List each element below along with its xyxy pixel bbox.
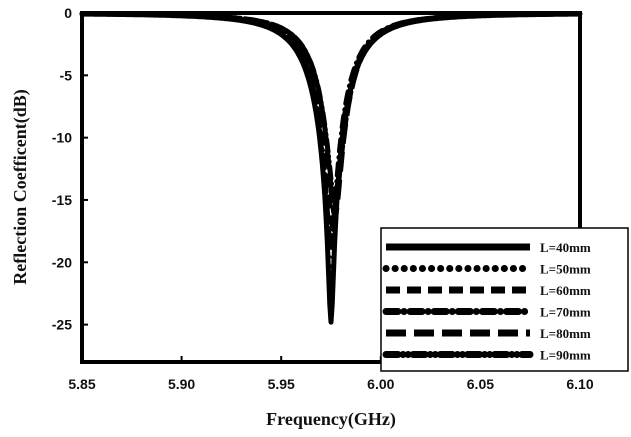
y-tick-label: -25 [52, 317, 72, 333]
x-tick-label: 5.85 [68, 376, 95, 392]
plot-frame [80, 11, 582, 364]
y-tick-label: -15 [52, 192, 72, 208]
y-axis-ticks: 0 -5 -10 -15 -20 -25 [52, 5, 88, 333]
y-tick-label: -5 [60, 67, 73, 83]
x-axis-ticks: 5.85 5.90 5.95 6.00 6.05 6.10 [68, 356, 594, 392]
x-tick-label: 5.90 [168, 376, 195, 392]
legend-label: L=90mm [540, 348, 591, 363]
series-line-4 [79, 11, 583, 253]
x-tick-label: 5.95 [268, 376, 295, 392]
y-axis-title: Reflection Coefficent(dB) [10, 89, 31, 284]
legend-box [380, 227, 629, 372]
x-tick-label: 6.05 [467, 376, 494, 392]
legend: L=40mm L=50mm L=60mm L=70mm L=80mm L=90mm [380, 227, 629, 372]
x-tick-label: 6.10 [566, 376, 593, 392]
y-tick-label: -10 [52, 130, 72, 146]
y-tick-label: -20 [52, 254, 72, 270]
legend-label: L=40mm [540, 240, 591, 255]
legend-label: L=80mm [540, 326, 591, 341]
y-tick-label: 0 [64, 5, 72, 21]
legend-label: L=70mm [540, 305, 591, 320]
legend-label: L=60mm [540, 283, 591, 298]
legend-label: L=50mm [540, 262, 591, 277]
series-line-3 [80, 11, 582, 230]
series-line-6 [79, 11, 583, 205]
x-axis-title: Frequency(GHz) [266, 409, 396, 430]
x-tick-label: 6.00 [367, 376, 394, 392]
